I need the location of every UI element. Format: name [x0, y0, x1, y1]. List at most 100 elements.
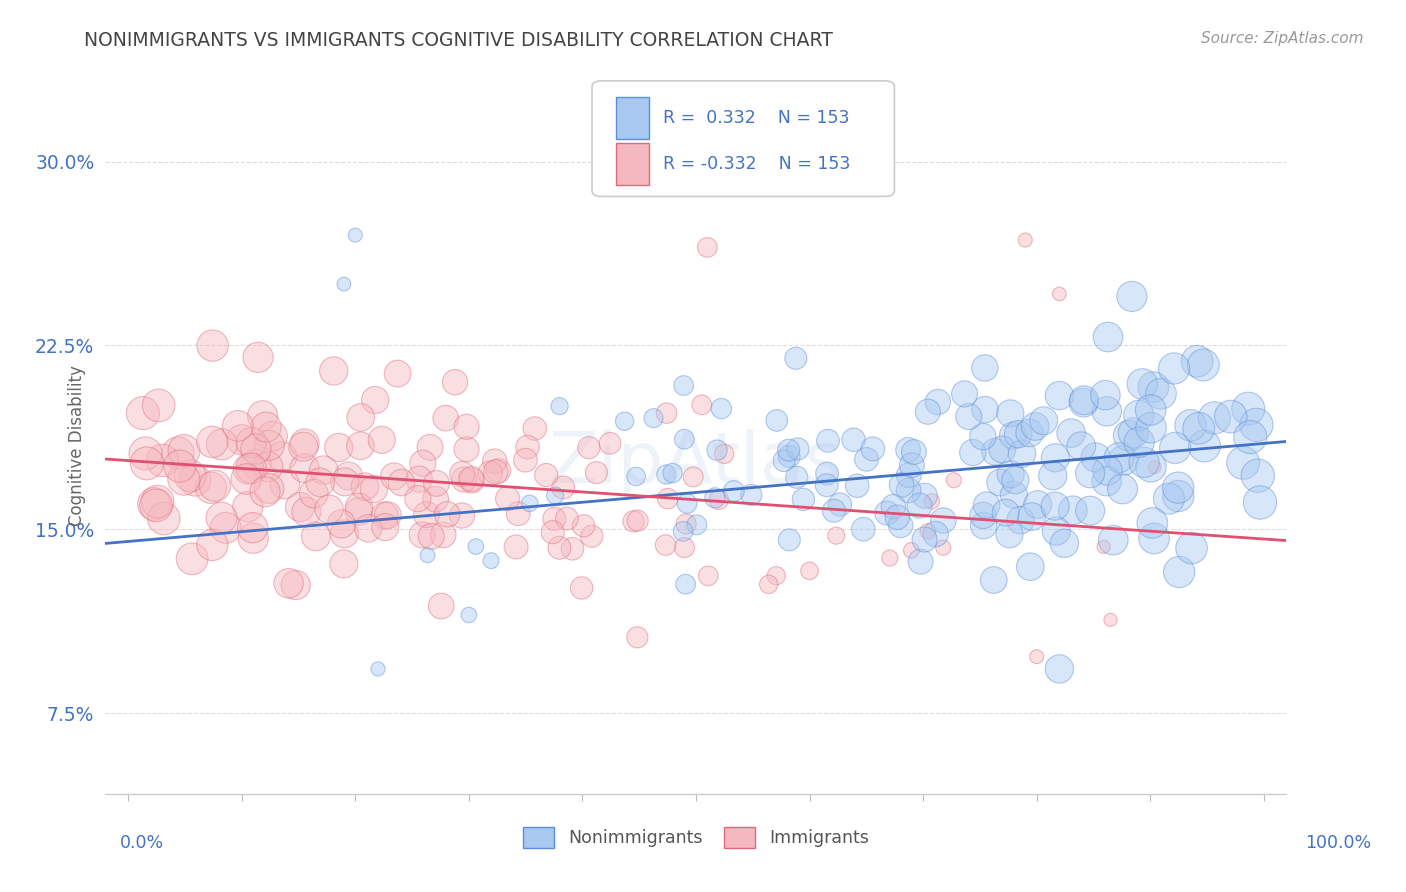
- Point: [132, 406, 155, 420]
- Point: [485, 465, 508, 479]
- Point: [932, 541, 955, 555]
- Point: [1025, 649, 1047, 664]
- Point: [271, 450, 294, 464]
- Point: [374, 520, 396, 534]
- Point: [333, 557, 356, 571]
- Point: [643, 411, 665, 425]
- Point: [1247, 468, 1270, 483]
- Point: [890, 478, 912, 492]
- Point: [572, 518, 595, 533]
- Point: [561, 541, 583, 556]
- Point: [215, 521, 238, 535]
- Point: [613, 414, 636, 428]
- Point: [548, 399, 571, 413]
- Point: [706, 443, 728, 458]
- Point: [391, 475, 413, 490]
- Point: [697, 569, 720, 583]
- Point: [773, 453, 796, 467]
- Point: [333, 526, 356, 541]
- Point: [855, 452, 877, 467]
- Point: [318, 502, 340, 516]
- Point: [690, 398, 713, 412]
- Point: [1095, 474, 1118, 488]
- Point: [682, 470, 704, 484]
- Point: [247, 351, 270, 365]
- Point: [673, 541, 696, 555]
- Point: [337, 469, 360, 483]
- Text: R =  0.332    N = 153: R = 0.332 N = 153: [662, 109, 849, 128]
- FancyBboxPatch shape: [592, 81, 894, 196]
- Point: [1078, 504, 1101, 518]
- Point: [1026, 498, 1049, 512]
- Point: [516, 440, 538, 454]
- Point: [201, 434, 224, 449]
- Point: [236, 500, 259, 514]
- Point: [1108, 450, 1130, 465]
- Point: [707, 492, 730, 507]
- Point: [1094, 388, 1116, 402]
- Point: [672, 524, 695, 539]
- Point: [344, 228, 367, 243]
- Point: [1047, 287, 1070, 301]
- Point: [349, 439, 371, 453]
- Point: [238, 462, 260, 476]
- Point: [415, 508, 437, 522]
- Point: [1118, 428, 1140, 442]
- Point: [713, 447, 735, 461]
- Point: [347, 504, 370, 518]
- Point: [924, 527, 946, 541]
- Point: [1000, 406, 1022, 420]
- Point: [1073, 395, 1095, 409]
- Point: [231, 433, 253, 447]
- Point: [1180, 418, 1202, 433]
- Point: [828, 498, 851, 512]
- Point: [599, 436, 621, 450]
- Point: [675, 577, 697, 591]
- Point: [578, 441, 600, 455]
- Point: [201, 338, 224, 352]
- Point: [917, 524, 939, 539]
- Point: [200, 481, 222, 495]
- Point: [792, 492, 814, 507]
- Point: [179, 469, 201, 483]
- Point: [897, 468, 920, 483]
- Point: [245, 442, 267, 456]
- Point: [740, 488, 762, 502]
- Point: [778, 533, 800, 547]
- Point: [148, 399, 170, 413]
- Point: [242, 531, 264, 545]
- Point: [1185, 354, 1208, 368]
- Point: [1246, 417, 1268, 432]
- Point: [146, 494, 169, 508]
- Point: [661, 466, 683, 480]
- Point: [846, 479, 869, 493]
- Point: [932, 514, 955, 528]
- Point: [143, 497, 166, 511]
- Point: [1024, 419, 1046, 434]
- Point: [765, 413, 787, 427]
- Point: [1000, 467, 1022, 482]
- Point: [456, 419, 478, 434]
- Point: [908, 499, 931, 513]
- Point: [1167, 481, 1189, 495]
- Text: Source: ZipAtlas.com: Source: ZipAtlas.com: [1201, 31, 1364, 46]
- Point: [548, 541, 571, 555]
- Point: [523, 421, 546, 435]
- Point: [284, 578, 307, 592]
- Point: [1047, 662, 1070, 676]
- Point: [1133, 455, 1156, 469]
- Point: [1168, 565, 1191, 579]
- Point: [245, 457, 267, 471]
- Point: [1073, 393, 1095, 408]
- Point: [488, 464, 510, 478]
- Point: [1139, 403, 1161, 417]
- Point: [655, 467, 678, 482]
- Point: [288, 500, 311, 514]
- Point: [484, 454, 506, 468]
- Point: [519, 496, 541, 510]
- Point: [201, 538, 224, 552]
- Point: [153, 511, 176, 525]
- Point: [1043, 499, 1066, 513]
- Point: [815, 478, 838, 492]
- Point: [145, 499, 167, 513]
